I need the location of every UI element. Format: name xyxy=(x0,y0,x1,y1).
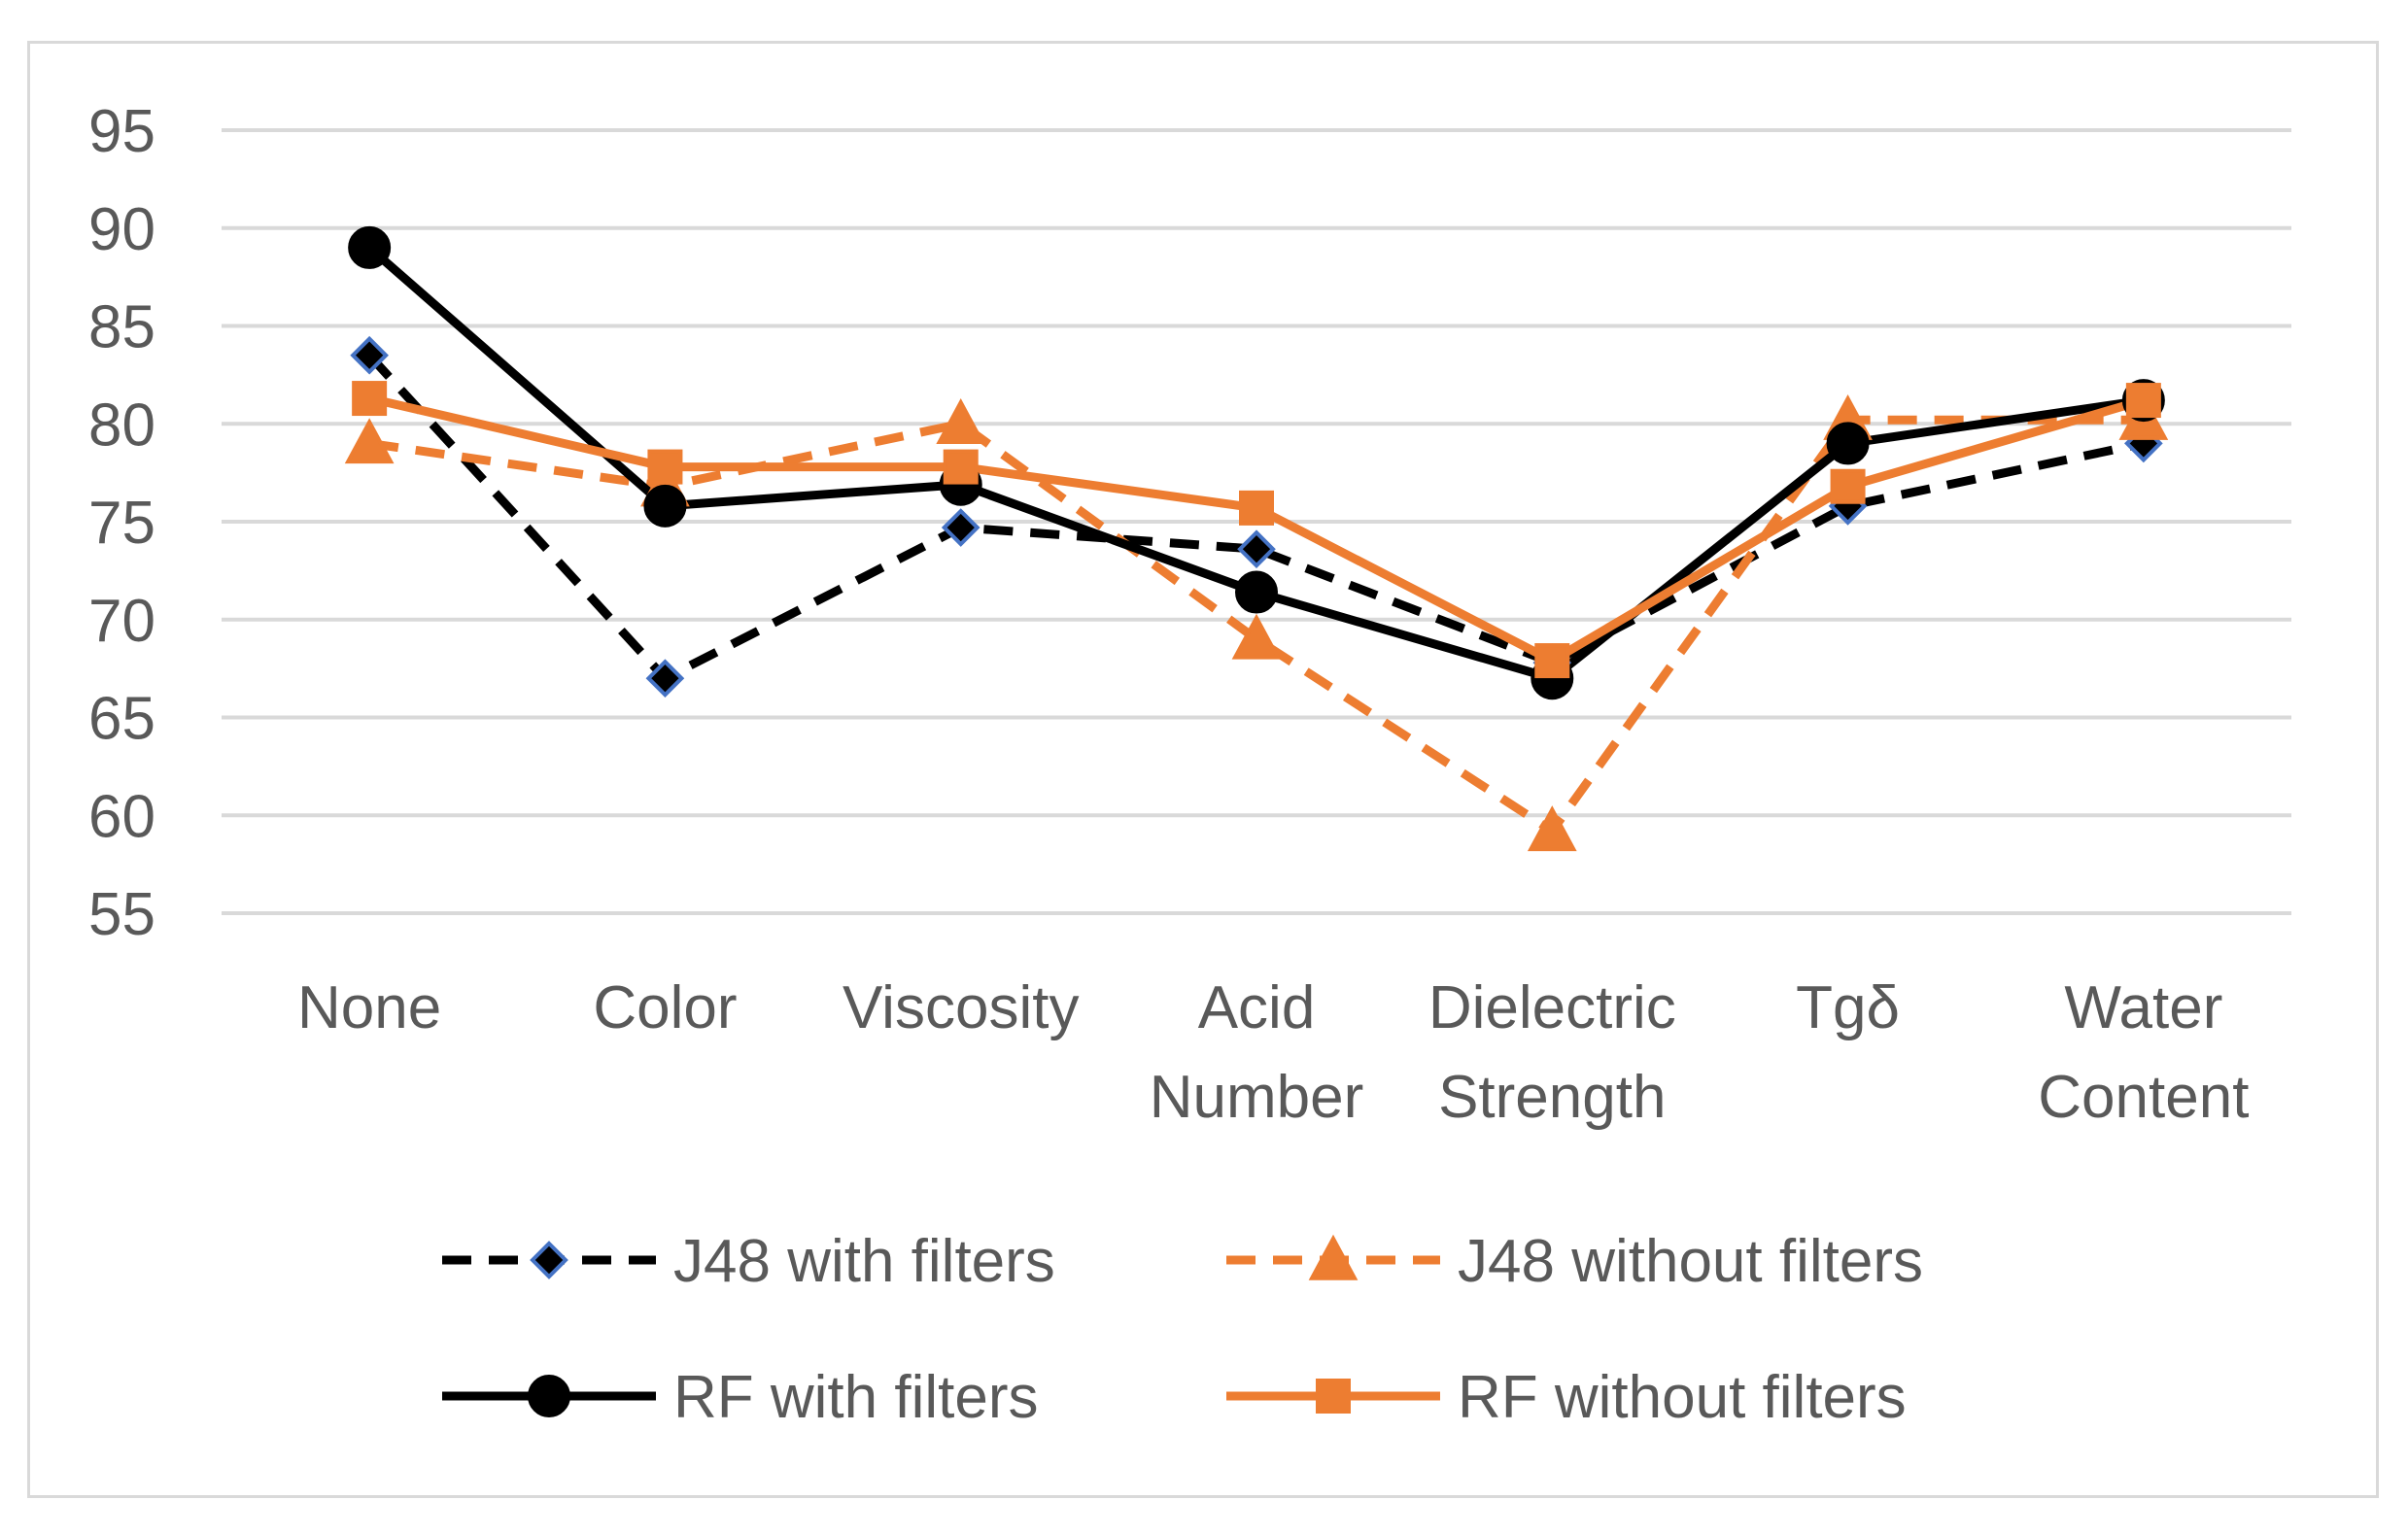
x-tick-label: Dielectric xyxy=(1428,974,1676,1041)
data-point-j48-without-filters xyxy=(1527,805,1577,852)
y-tick-label: 75 xyxy=(88,490,155,557)
y-tick-label: 60 xyxy=(88,783,155,850)
x-tick-label: Viscosity xyxy=(843,974,1080,1041)
legend-marker xyxy=(1308,1234,1359,1280)
data-point-rf-with-filters xyxy=(1235,570,1278,614)
data-point-rf-without-filters xyxy=(2125,383,2161,419)
legend-label: RF with filters xyxy=(673,1364,1038,1431)
legend-marker xyxy=(530,1241,568,1279)
data-point-j48-without-filters xyxy=(344,418,395,464)
data-point-j48-without-filters xyxy=(1231,613,1282,660)
data-point-rf-without-filters xyxy=(352,381,388,417)
y-axis-tick-labels: 55 60 65 70 75 80 85 90 95 xyxy=(88,98,155,948)
data-point-j48-with-filters xyxy=(941,508,980,547)
data-point-j48-with-filters xyxy=(350,335,389,375)
x-tick-label: Acid xyxy=(1198,974,1316,1041)
x-tick-label: Water xyxy=(2064,974,2222,1041)
data-point-rf-with-filters xyxy=(348,225,392,269)
series-markers xyxy=(344,225,2169,852)
data-point-rf-with-filters xyxy=(1826,422,1870,465)
data-point-j48-with-filters xyxy=(645,659,685,699)
y-tick-label: 95 xyxy=(88,98,155,165)
data-point-j48-without-filters xyxy=(936,398,986,444)
legend-label: J48 with filters xyxy=(673,1228,1055,1295)
legend-marker xyxy=(1316,1379,1351,1414)
x-tick-label: Tgδ xyxy=(1796,974,1900,1041)
legend-label: RF without filters xyxy=(1458,1364,1907,1431)
chart-frame xyxy=(27,41,2379,1498)
data-point-rf-without-filters xyxy=(943,449,979,485)
x-tick-label: Number xyxy=(1150,1064,1364,1131)
y-tick-label: 85 xyxy=(88,294,155,361)
data-point-rf-without-filters xyxy=(1830,468,1866,504)
x-tick-label: Strength xyxy=(1438,1064,1666,1131)
y-tick-label: 70 xyxy=(88,588,155,655)
data-point-j48-with-filters xyxy=(1237,529,1276,569)
x-tick-label: None xyxy=(297,974,441,1041)
y-tick-label: 55 xyxy=(88,881,155,948)
legend-marker xyxy=(528,1375,570,1417)
data-point-rf-with-filters xyxy=(643,484,687,528)
x-tick-label: Color xyxy=(593,974,737,1041)
data-point-rf-without-filters xyxy=(1239,490,1274,526)
y-tick-label: 65 xyxy=(88,686,155,753)
data-point-rf-without-filters xyxy=(1534,643,1570,679)
y-tick-label: 90 xyxy=(88,196,155,263)
legend: J48 with filters J48 without filters RF wi… xyxy=(442,1228,1923,1431)
x-axis-tick-labels: None Color Viscosity Acid Number Dielectric St… xyxy=(297,974,2249,1131)
y-tick-label: 80 xyxy=(88,392,155,459)
x-tick-label: Content xyxy=(2038,1064,2249,1131)
data-point-rf-without-filters xyxy=(647,449,683,485)
legend-label: J48 without filters xyxy=(1458,1228,1923,1295)
